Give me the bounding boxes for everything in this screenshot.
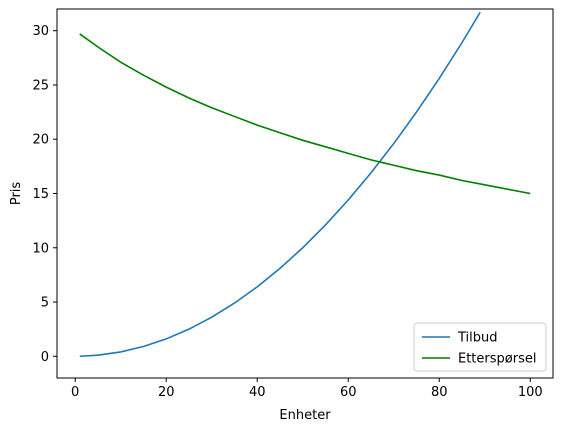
x-tick-label: 40 (249, 385, 266, 400)
plot-area (57, 9, 553, 378)
y-tick-label: 15 (32, 187, 49, 202)
x-axis-ticks: 0 20 40 60 80 100 (71, 378, 543, 400)
x-tick-label: 0 (71, 385, 79, 400)
y-tick-label: 10 (32, 241, 49, 256)
series-line-ettersporsel (79, 33, 531, 195)
legend-entry-label: Tilbud (457, 331, 498, 346)
x-tick-label: 80 (431, 385, 448, 400)
x-axis-label: Enheter (279, 408, 331, 423)
y-tick-label: 5 (41, 296, 49, 311)
x-tick-label: 60 (340, 385, 357, 400)
y-axis-label: Pris (9, 182, 24, 206)
legend-entry-label: Etterspørsel (458, 352, 536, 367)
series-layer (79, 11, 531, 358)
y-axis-ticks: 0 5 10 15 20 25 30 (32, 24, 57, 365)
legend-box (413, 322, 547, 372)
legend: Tilbud Etterspørsel (413, 322, 547, 372)
y-tick-label: 20 (32, 133, 49, 148)
y-tick-label: 0 (41, 350, 49, 365)
y-tick-label: 25 (32, 78, 49, 93)
x-tick-label: 20 (158, 385, 175, 400)
x-tick-label: 100 (518, 385, 543, 400)
series-line-tilbud (79, 11, 481, 358)
y-tick-label: 30 (32, 24, 49, 39)
plot-frame (56, 8, 554, 379)
